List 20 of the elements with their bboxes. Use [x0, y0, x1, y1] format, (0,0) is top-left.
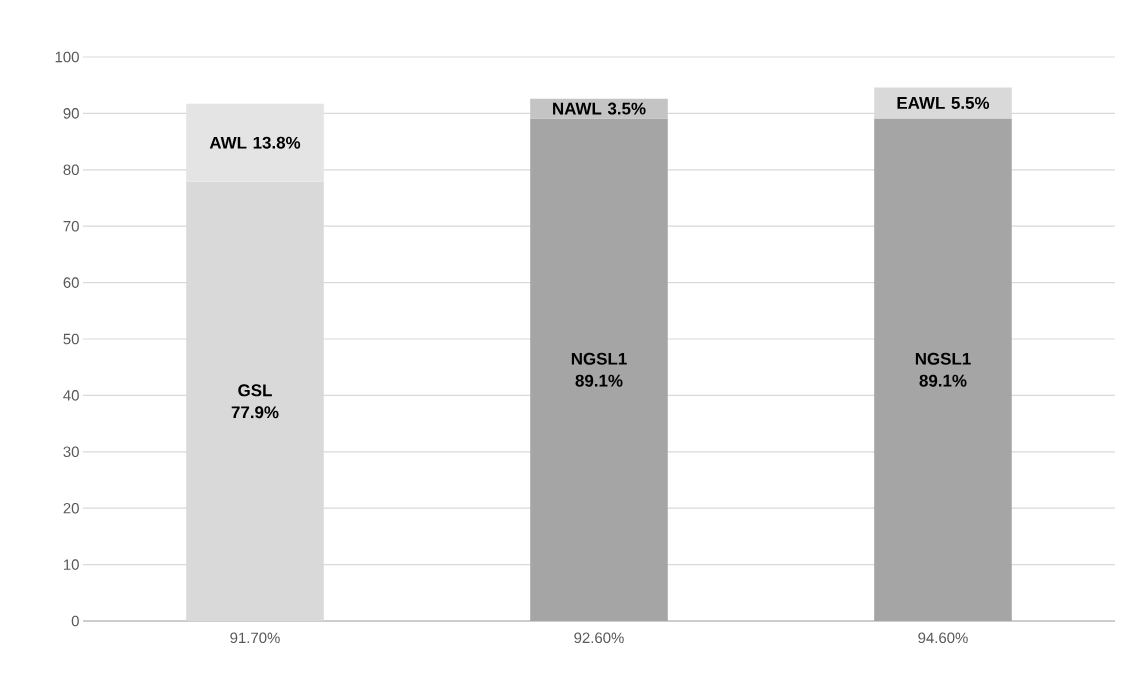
- x-tick-label: 94.60%: [918, 632, 968, 644]
- y-tick-label: 40: [63, 390, 79, 401]
- data-label: NGSL1 89.1%: [915, 352, 971, 387]
- y-tick-label: 50: [63, 333, 79, 345]
- data-label: EAWL 5.5%: [897, 96, 990, 109]
- data-label: GSL 77.9%: [231, 384, 279, 419]
- data-label: NAWL 3.5%: [553, 102, 646, 115]
- data-label: NGSL1 89.1%: [571, 352, 627, 387]
- y-tick-label: 100: [55, 51, 79, 63]
- y-tick-label: 30: [63, 446, 79, 458]
- y-tick-label: 60: [63, 277, 79, 288]
- y-tick-label: 90: [63, 108, 79, 119]
- data-label: AWL 13.8%: [209, 136, 301, 149]
- y-tick-label: 70: [63, 220, 79, 232]
- y-tick-label: 20: [63, 502, 79, 514]
- y-tick-label: 80: [63, 164, 79, 176]
- x-tick-label: 92.60%: [574, 632, 624, 644]
- y-tick-label: 0: [71, 615, 79, 627]
- x-tick-label: 91.70%: [230, 632, 280, 644]
- y-tick-label: 10: [64, 559, 79, 570]
